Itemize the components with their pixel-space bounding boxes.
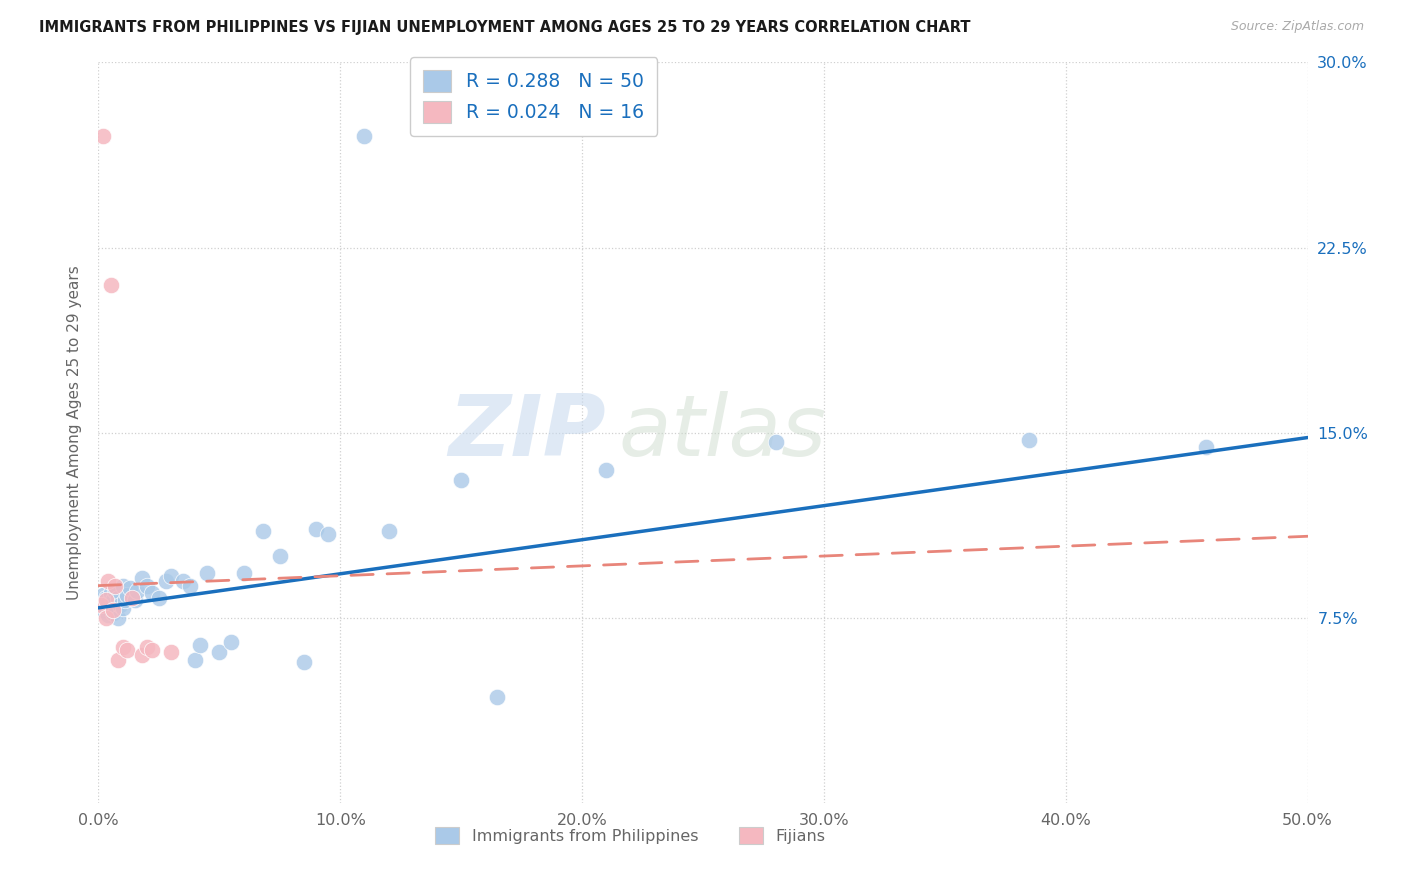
Point xyxy=(104,579,127,593)
Point xyxy=(141,586,163,600)
Point xyxy=(292,655,315,669)
Point xyxy=(148,591,170,605)
Point xyxy=(108,599,131,613)
Point xyxy=(91,129,114,144)
Point xyxy=(269,549,291,563)
Point xyxy=(101,603,124,617)
Point xyxy=(107,591,129,605)
Point xyxy=(188,638,211,652)
Point xyxy=(91,603,114,617)
Point xyxy=(104,600,127,615)
Point xyxy=(91,589,114,603)
Point xyxy=(117,589,139,603)
Point xyxy=(118,581,141,595)
Point xyxy=(450,473,472,487)
Point xyxy=(353,129,375,144)
Point xyxy=(104,583,127,598)
Point xyxy=(135,579,157,593)
Text: IMMIGRANTS FROM PHILIPPINES VS FIJIAN UNEMPLOYMENT AMONG AGES 25 TO 29 YEARS COR: IMMIGRANTS FROM PHILIPPINES VS FIJIAN UN… xyxy=(39,20,972,35)
Legend: Immigrants from Philippines, Fijians: Immigrants from Philippines, Fijians xyxy=(429,820,832,850)
Point xyxy=(100,599,122,613)
Point xyxy=(160,568,183,582)
Point xyxy=(121,591,143,605)
Point xyxy=(94,610,117,624)
Point xyxy=(111,579,134,593)
Point xyxy=(316,526,339,541)
Point xyxy=(179,579,201,593)
Point xyxy=(107,610,129,624)
Point xyxy=(94,600,117,615)
Point xyxy=(184,653,207,667)
Point xyxy=(90,593,112,607)
Point xyxy=(160,645,183,659)
Point xyxy=(486,690,509,704)
Point xyxy=(595,462,617,476)
Point xyxy=(172,574,194,588)
Point xyxy=(252,524,274,539)
Point xyxy=(101,606,124,620)
Point xyxy=(94,591,117,605)
Point xyxy=(101,593,124,607)
Text: Source: ZipAtlas.com: Source: ZipAtlas.com xyxy=(1230,20,1364,33)
Text: ZIP: ZIP xyxy=(449,391,606,475)
Point xyxy=(90,599,112,613)
Point xyxy=(232,566,254,581)
Point xyxy=(111,600,134,615)
Point xyxy=(135,640,157,655)
Point xyxy=(127,583,149,598)
Point xyxy=(111,640,134,655)
Point xyxy=(100,277,122,292)
Point xyxy=(221,635,243,649)
Point xyxy=(94,593,117,607)
Point xyxy=(208,645,231,659)
Y-axis label: Unemployment Among Ages 25 to 29 years: Unemployment Among Ages 25 to 29 years xyxy=(66,265,82,600)
Text: atlas: atlas xyxy=(619,391,827,475)
Point xyxy=(305,522,328,536)
Point xyxy=(117,642,139,657)
Point xyxy=(97,596,120,610)
Point xyxy=(195,566,218,581)
Point xyxy=(97,608,120,623)
Point xyxy=(131,648,153,662)
Point xyxy=(1018,433,1040,447)
Point xyxy=(141,642,163,657)
Point xyxy=(97,574,120,588)
Point xyxy=(114,593,136,607)
Point xyxy=(124,593,146,607)
Point xyxy=(100,586,122,600)
Point xyxy=(1195,441,1218,455)
Point xyxy=(155,574,177,588)
Point xyxy=(377,524,399,539)
Point xyxy=(765,435,787,450)
Point xyxy=(107,653,129,667)
Point xyxy=(131,571,153,585)
